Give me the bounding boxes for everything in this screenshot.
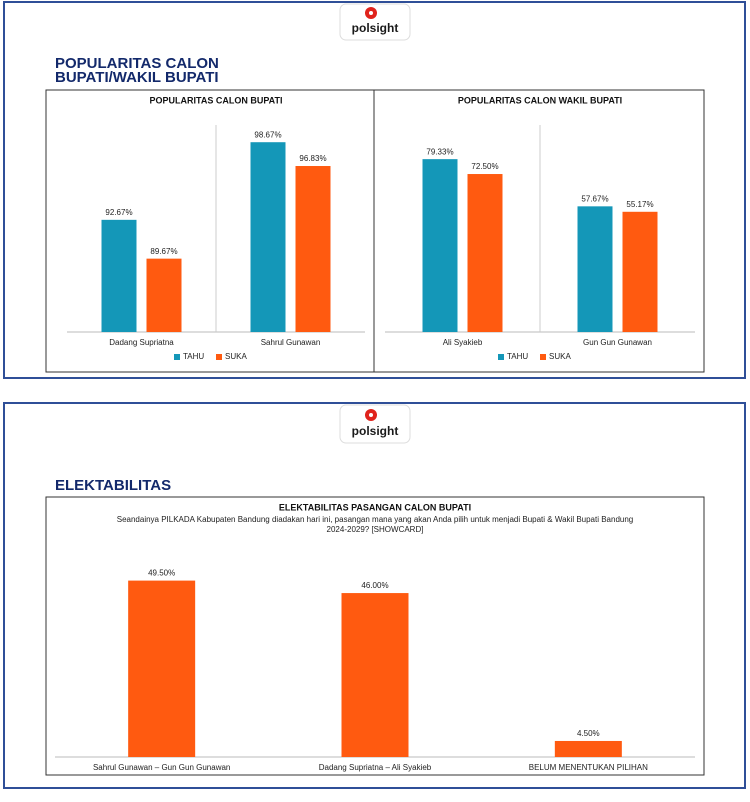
chart-title: POPULARITAS CALON BUPATI — [150, 95, 283, 105]
x-tick-label: Sahrul Gunawan — [261, 338, 321, 347]
chart-frame — [45, 89, 705, 373]
value-label: 72.50% — [471, 162, 498, 171]
logo-icon — [369, 413, 373, 417]
bar — [341, 593, 409, 757]
bar — [101, 219, 137, 332]
legend-swatch — [174, 354, 180, 360]
slide-heading: POPULARITAS CALON — [55, 55, 219, 72]
value-label: 79.33% — [426, 147, 453, 156]
legend-label: SUKA — [549, 352, 571, 361]
logo-box — [339, 404, 411, 444]
legend-swatch — [498, 354, 504, 360]
bar — [622, 211, 658, 332]
value-label: 98.67% — [254, 130, 281, 139]
x-tick-label: Gun Gun Gunawan — [583, 338, 652, 347]
logo-text: polsight — [352, 21, 399, 35]
logo: polsight — [339, 3, 411, 41]
chart-title: POPULARITAS CALON WAKIL BUPATI — [458, 95, 622, 105]
value-label: 57.67% — [581, 194, 608, 203]
logo-box — [339, 3, 411, 41]
bar — [554, 740, 622, 757]
bar — [577, 206, 613, 332]
bar — [467, 174, 503, 332]
chart-subtitle: 2024-2029? [SHOWCARD] — [327, 525, 424, 534]
value-label: 89.67% — [150, 247, 177, 256]
logo-text: polsight — [352, 424, 399, 438]
value-label: 96.83% — [299, 154, 326, 163]
legend-label: TAHU — [507, 352, 528, 361]
value-label: 55.17% — [626, 200, 653, 209]
bar — [422, 159, 458, 332]
bar — [295, 166, 331, 332]
bar — [128, 580, 196, 757]
value-label: 49.50% — [148, 569, 175, 578]
value-label: 46.00% — [361, 581, 388, 590]
x-tick-label: Dadang Supriatna – Ali Syakieb — [319, 763, 432, 772]
bar — [250, 142, 286, 332]
logo-icon — [369, 11, 373, 15]
chart-frame — [45, 496, 705, 776]
x-tick-label: Dadang Supriatna — [109, 338, 174, 347]
legend-swatch — [216, 354, 222, 360]
legend-label: TAHU — [183, 352, 204, 361]
value-label: 4.50% — [577, 729, 600, 738]
chart-title: ELEKTABILITAS PASANGAN CALON BUPATI — [279, 502, 471, 512]
slide-heading: BUPATI/WAKIL BUPATI — [55, 69, 219, 86]
legend-label: SUKA — [225, 352, 247, 361]
x-tick-label: BELUM MENENTUKAN PILIHAN — [529, 763, 648, 772]
chart-subtitle: Seandainya PILKADA Kabupaten Bandung dia… — [117, 515, 634, 524]
x-tick-label: Sahrul Gunawan – Gun Gun Gunawan — [93, 763, 230, 772]
logo: polsight — [339, 404, 411, 444]
legend-swatch — [540, 354, 546, 360]
bar — [146, 258, 182, 332]
slide-heading: ELEKTABILITAS — [55, 477, 171, 494]
value-label: 92.67% — [105, 208, 132, 217]
x-tick-label: Ali Syakieb — [443, 338, 483, 347]
